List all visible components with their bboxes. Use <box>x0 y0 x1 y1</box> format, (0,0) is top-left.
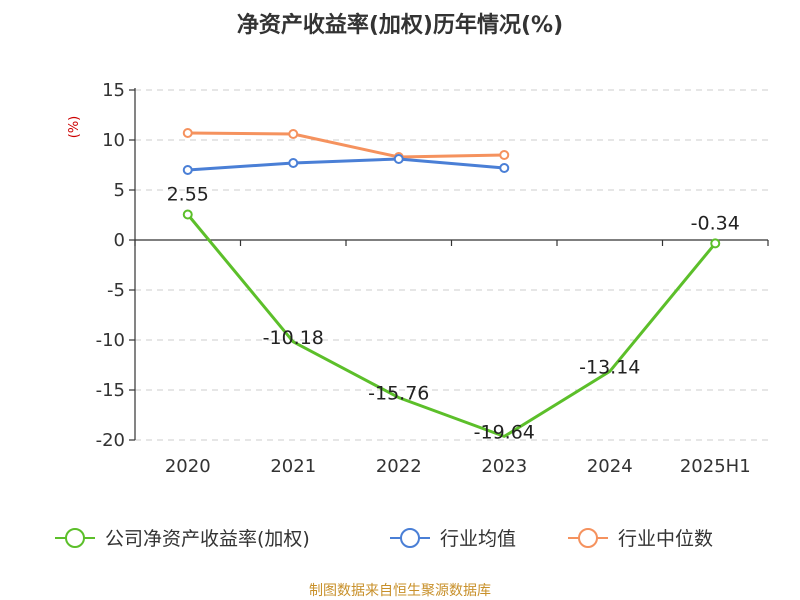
legend-label: 行业中位数 <box>618 528 713 550</box>
data-point <box>182 128 193 138</box>
data-label: -0.34 <box>691 212 740 234</box>
legend-swatch-marker <box>400 528 420 548</box>
series-line <box>186 131 506 159</box>
chart-title: 净资产收益率(加权)历年情况(%) <box>237 12 563 38</box>
y-tick-label: 15 <box>102 80 125 101</box>
series-lines <box>182 128 721 438</box>
data-point <box>182 165 193 175</box>
data-label: -19.64 <box>474 421 535 443</box>
data-label: -13.14 <box>579 356 640 378</box>
data-point <box>710 238 721 249</box>
legend-label: 公司净资产收益率(加权) <box>105 528 310 550</box>
x-tick-label: 2021 <box>270 456 316 477</box>
y-axis-label: (%) <box>67 116 82 139</box>
data-point <box>393 154 404 164</box>
data-point <box>288 158 299 168</box>
y-tick-label: -5 <box>107 280 125 301</box>
source-note: 制图数据来自恒生聚源数据库 <box>309 583 491 599</box>
legend: 公司净资产收益率(加权) 行业均值 行业中位数 <box>55 528 713 550</box>
y-tick-label: 5 <box>114 180 125 201</box>
legend-swatch-marker <box>65 528 85 548</box>
data-labels: 2.55 -10.18 -15.76 -19.64 -13.14 -0.34 <box>167 184 740 444</box>
data-point <box>182 209 193 220</box>
data-point <box>288 129 299 139</box>
y-tick-label: 0 <box>114 230 125 251</box>
legend-item: 行业中位数 <box>568 528 713 550</box>
legend-swatch-marker <box>578 528 598 548</box>
y-tick-label: -15 <box>96 380 125 401</box>
legend-item: 行业均值 <box>390 528 516 550</box>
x-tick-label: 2022 <box>376 456 422 477</box>
x-tick-label: 2020 <box>165 456 211 477</box>
x-tick-label: 2024 <box>587 456 633 477</box>
x-tick-label: 2023 <box>481 456 527 477</box>
y-tick-label: -20 <box>96 430 125 451</box>
data-label: -10.18 <box>263 327 324 349</box>
legend-item: 公司净资产收益率(加权) <box>55 528 310 550</box>
data-point <box>499 163 510 173</box>
x-tick-label: 2025H1 <box>680 456 751 477</box>
series-line <box>186 213 717 438</box>
data-label: -15.76 <box>368 383 429 405</box>
data-point <box>499 150 510 160</box>
axes: 15 10 5 0 -5 -10 -15 -20 2020 2021 2022 2023 2024 202… <box>96 80 769 477</box>
data-label: 2.55 <box>167 184 209 206</box>
legend-label: 行业均值 <box>440 528 516 550</box>
series-line <box>186 157 506 172</box>
y-tick-label: -10 <box>96 330 125 351</box>
y-tick-label: 10 <box>102 130 125 151</box>
